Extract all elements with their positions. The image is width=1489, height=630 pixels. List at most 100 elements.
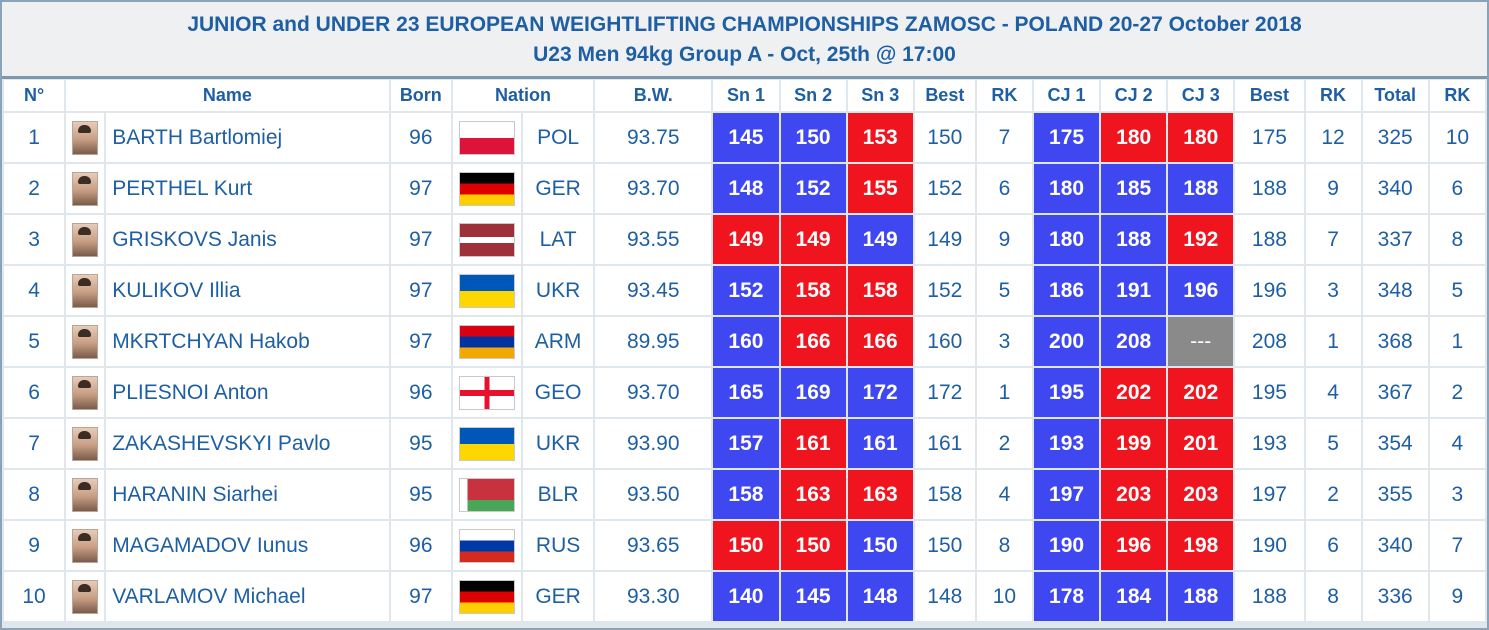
cj-attempt-3: 188	[1168, 572, 1234, 621]
col-header-cj2[interactable]: CJ 2	[1101, 80, 1167, 111]
bodyweight: 93.65	[595, 521, 712, 570]
snatch-best: 161	[914, 419, 975, 468]
col-header-sn1[interactable]: Sn 1	[713, 80, 779, 111]
snatch-rank: 6	[976, 164, 1032, 213]
table-row[interactable]: 9 MAGAMADOV Iunus 96 RUS 93.65 150 150 150 150 8 1…	[4, 521, 1485, 570]
snatch-attempt-1: 157	[713, 419, 779, 468]
snatch-attempt-3: 166	[847, 317, 913, 366]
cj-rank: 2	[1305, 470, 1361, 519]
cj-attempt-2: 191	[1101, 266, 1167, 315]
snatch-best: 148	[914, 572, 975, 621]
snatch-best: 150	[914, 521, 975, 570]
results-header: JUNIOR and UNDER 23 EUROPEAN WEIGHTLIFTI…	[2, 2, 1487, 79]
athlete-avatar-icon	[72, 528, 99, 563]
snatch-attempt-1: 165	[713, 368, 779, 417]
col-header-cj-best[interactable]: Best	[1235, 80, 1304, 111]
total-rank: 4	[1429, 419, 1485, 468]
cj-attempt-3: 192	[1168, 215, 1234, 264]
flag-cell	[452, 572, 522, 621]
bodyweight: 93.45	[595, 266, 712, 315]
athlete-name[interactable]: MAGAMADOV Iunus	[106, 521, 389, 570]
athlete-photo-cell	[66, 266, 105, 315]
table-row[interactable]: 7 ZAKASHEVSKYI Pavlo 95 UKR 93.90 157 161 161 16…	[4, 419, 1485, 468]
snatch-attempt-3: 155	[847, 164, 913, 213]
total: 348	[1362, 266, 1428, 315]
cj-attempt-2: 188	[1101, 215, 1167, 264]
athlete-photo-cell	[66, 215, 105, 264]
total-rank: 1	[1429, 317, 1485, 366]
nation-code: UKR	[523, 266, 594, 315]
athlete-photo-cell	[66, 164, 105, 213]
col-header-sn-rank[interactable]: RK	[976, 80, 1032, 111]
col-header-total-rank[interactable]: RK	[1429, 80, 1485, 111]
snatch-attempt-1: 160	[713, 317, 779, 366]
snatch-attempt-3: 158	[847, 266, 913, 315]
athlete-avatar-icon	[72, 477, 99, 512]
table-row[interactable]: 6 PLIESNOI Anton 96 GEO 93.70 165 169 172 172 1 19…	[4, 368, 1485, 417]
table-row[interactable]: 3 GRISKOVS Janis 97 LAT 93.55 149 149 149 149 9 18…	[4, 215, 1485, 264]
cj-attempt-3: 202	[1168, 368, 1234, 417]
snatch-rank: 2	[976, 419, 1032, 468]
col-header-total[interactable]: Total	[1362, 80, 1428, 111]
total: 340	[1362, 164, 1428, 213]
col-header-name[interactable]: Name	[66, 80, 389, 111]
athlete-name[interactable]: BARTH Bartlomiej	[106, 113, 389, 162]
cj-best: 193	[1235, 419, 1304, 468]
col-header-sn-best[interactable]: Best	[914, 80, 975, 111]
table-row[interactable]: 8 HARANIN Siarhei 95 BLR 93.50 158 163 163 158 4 1…	[4, 470, 1485, 519]
athlete-name[interactable]: KULIKOV Illia	[106, 266, 389, 315]
flag-cell	[452, 164, 522, 213]
flag-rus-icon	[458, 528, 515, 563]
flag-ger-icon	[458, 171, 515, 206]
table-row[interactable]: 5 MKRTCHYAN Hakob 97 ARM 89.95 160 166 166 160 3 2…	[4, 317, 1485, 366]
cj-rank: 1	[1305, 317, 1361, 366]
snatch-attempt-2: 169	[780, 368, 846, 417]
cj-attempt-2: 184	[1101, 572, 1167, 621]
col-header-no[interactable]: N°	[4, 80, 65, 111]
table-row[interactable]: 2 PERTHEL Kurt 97 GER 93.70 148 152 155 152 6 180 1…	[4, 164, 1485, 213]
table-row[interactable]: 1 BARTH Bartlomiej 96 POL 93.75 145 150 153 150 7…	[4, 113, 1485, 162]
athlete-name[interactable]: HARANIN Siarhei	[106, 470, 389, 519]
athlete-photo-cell	[66, 521, 105, 570]
col-header-cj-rank[interactable]: RK	[1305, 80, 1361, 111]
snatch-attempt-2: 152	[780, 164, 846, 213]
athlete-name[interactable]: MKRTCHYAN Hakob	[106, 317, 389, 366]
flag-cell	[452, 368, 522, 417]
table-row[interactable]: 4 KULIKOV Illia 97 UKR 93.45 152 158 158 152 5 186…	[4, 266, 1485, 315]
athlete-name[interactable]: PLIESNOI Anton	[106, 368, 389, 417]
col-header-bw[interactable]: B.W.	[595, 80, 712, 111]
col-header-sn2[interactable]: Sn 2	[780, 80, 846, 111]
table-row[interactable]: 10 VARLAMOV Michael 97 GER 93.30 140 145 148 148…	[4, 572, 1485, 621]
athlete-number: 1	[4, 113, 65, 162]
birth-year: 97	[390, 572, 451, 621]
birth-year: 97	[390, 317, 451, 366]
birth-year: 96	[390, 113, 451, 162]
nation-code: GER	[523, 164, 594, 213]
flag-cell	[452, 215, 522, 264]
col-header-born[interactable]: Born	[390, 80, 451, 111]
cj-attempt-1: 195	[1033, 368, 1100, 417]
flag-lat-icon	[458, 222, 515, 257]
athlete-avatar-icon	[72, 375, 99, 410]
athlete-number: 7	[4, 419, 65, 468]
col-header-cj3[interactable]: CJ 3	[1168, 80, 1234, 111]
snatch-rank: 3	[976, 317, 1032, 366]
championship-title: JUNIOR and UNDER 23 EUROPEAN WEIGHTLIFTI…	[187, 13, 1302, 36]
birth-year: 96	[390, 368, 451, 417]
birth-year: 97	[390, 266, 451, 315]
snatch-best: 152	[914, 164, 975, 213]
total: 368	[1362, 317, 1428, 366]
snatch-best: 160	[914, 317, 975, 366]
snatch-attempt-2: 149	[780, 215, 846, 264]
athlete-name[interactable]: GRISKOVS Janis	[106, 215, 389, 264]
athlete-name[interactable]: ZAKASHEVSKYI Pavlo	[106, 419, 389, 468]
cj-best: 188	[1235, 215, 1304, 264]
col-header-nation[interactable]: Nation	[452, 80, 594, 111]
athlete-name[interactable]: VARLAMOV Michael	[106, 572, 389, 621]
snatch-best: 150	[914, 113, 975, 162]
cj-attempt-1: 175	[1033, 113, 1100, 162]
athlete-name[interactable]: PERTHEL Kurt	[106, 164, 389, 213]
col-header-sn3[interactable]: Sn 3	[847, 80, 913, 111]
athlete-number: 2	[4, 164, 65, 213]
col-header-cj1[interactable]: CJ 1	[1033, 80, 1100, 111]
